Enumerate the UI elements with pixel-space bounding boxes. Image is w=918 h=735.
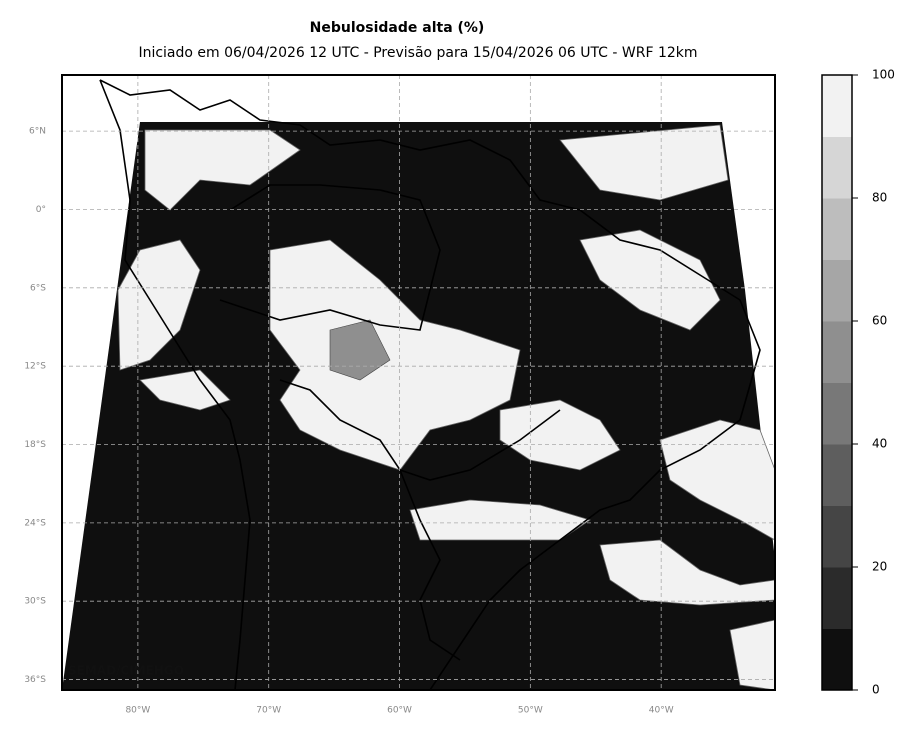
y-tick-label: 6°N <box>29 127 46 137</box>
subtitle: Iniciado em 06/04/2026 12 UTC - Previsão… <box>138 45 697 61</box>
colorbar-tick-label: 80 <box>872 191 887 205</box>
colorbar-band <box>822 75 852 137</box>
x-tick-label: 40°W <box>649 706 674 716</box>
coastline <box>99 79 251 690</box>
colorbar-band <box>822 382 852 445</box>
cloud-area <box>659 419 775 541</box>
coastline <box>99 79 761 690</box>
cloud-area <box>144 129 301 211</box>
y-tick-label: 36°S <box>24 675 46 685</box>
colorbar-band <box>822 198 852 260</box>
colorbar-band <box>822 505 852 568</box>
map-frame <box>61 74 776 691</box>
x-tick-label: 50°W <box>518 706 543 716</box>
colorbar-band <box>822 567 852 629</box>
colorbar-band <box>822 628 852 691</box>
colorbar-frame <box>821 74 853 691</box>
x-tick-label: 70°W <box>256 706 281 716</box>
colorbar-band <box>822 321 852 383</box>
cloud-area <box>329 319 391 381</box>
colorbar-tick-label: 100 <box>872 68 895 82</box>
y-tick-label: 24°S <box>24 518 46 528</box>
colorbar-tick-label: 20 <box>872 560 887 574</box>
colorbar-tick-label: 40 <box>872 437 887 451</box>
colorbar-band <box>822 136 852 199</box>
y-tick-label: 12°S <box>24 362 46 372</box>
colorbar-tick-label: 0 <box>872 683 880 697</box>
border-line <box>219 184 441 331</box>
y-tick-label: 6°S <box>30 283 46 293</box>
colorbar: 0 20 40 60 80 100 <box>821 68 895 697</box>
map-ticks: 80°W 70°W 60°W 50°W 40°W 6°N 0° 6°S 12°S 18°S 24°S… <box>24 75 775 716</box>
cloud-area <box>139 369 231 411</box>
cloud-area <box>559 124 729 201</box>
border-line <box>399 469 461 661</box>
cloud-area <box>729 619 775 690</box>
map-field <box>62 79 775 690</box>
colorbar-band <box>822 444 852 506</box>
cloud-area <box>117 239 201 371</box>
cloud-area <box>599 539 775 606</box>
colorbar-tick-label: 60 <box>872 314 887 328</box>
x-tick-label: 80°W <box>125 706 150 716</box>
credit: SEMAD/CIMEHGO <box>68 664 184 678</box>
x-tick-label: 60°W <box>387 706 412 716</box>
y-tick-label: 0° <box>36 205 46 215</box>
cloud-area <box>579 229 721 331</box>
y-tick-label: 18°S <box>24 440 46 450</box>
cloud-area <box>499 399 621 471</box>
colorbar-band <box>822 259 852 322</box>
title: Nebulosidade alta (%) <box>310 20 485 36</box>
y-tick-label: 30°S <box>24 597 46 607</box>
